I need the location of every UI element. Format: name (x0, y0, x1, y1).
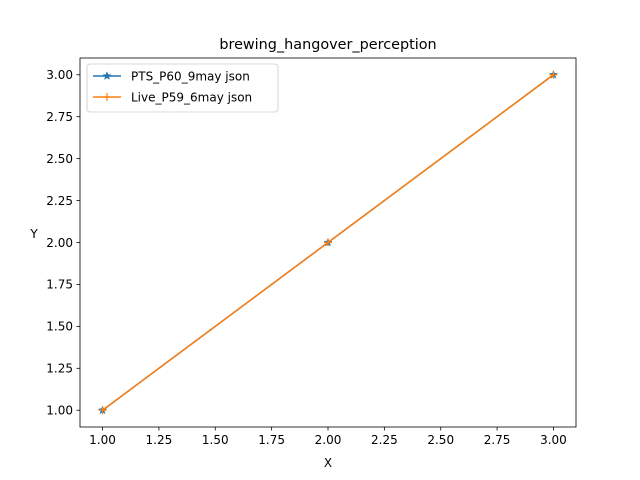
x-tick-label: 1.50 (202, 433, 229, 447)
x-tick-label: 1.75 (258, 433, 285, 447)
y-tick-label: 2.50 (46, 152, 73, 166)
legend: PTS_P60_9may json Live_P59_6may json (86, 63, 279, 113)
chart-title: brewing_hangover_perception (219, 37, 436, 53)
y-axis-title: Y (29, 227, 38, 241)
y-tick-label: 2.25 (46, 194, 73, 208)
legend-label: PTS_P60_9may json (131, 69, 250, 83)
y-tick-label: 2.00 (46, 236, 73, 250)
y-tick-label: 1.00 (46, 404, 73, 418)
y-axis: 1.00 1.25 1.50 1.75 2.00 2.25 2.50 2.75 3.00 (46, 68, 80, 418)
x-tick-label: 2.25 (371, 433, 398, 447)
y-tick-label: 3.00 (46, 68, 73, 82)
y-tick-label: 1.50 (46, 320, 73, 334)
series-1-point (324, 238, 332, 247)
x-tick-label: 1.00 (89, 433, 116, 447)
x-tick-label: 1.25 (146, 433, 173, 447)
legend-entry: Live_P59_6may json (93, 90, 252, 104)
legend-box (86, 63, 279, 113)
series-layer (97, 69, 559, 415)
series-1 (98, 70, 558, 415)
legend-label: Live_P59_6may json (131, 90, 252, 104)
legend-entry: PTS_P60_9may json (93, 69, 250, 83)
x-tick-label: 3.00 (540, 433, 567, 447)
x-tick-label: 2.75 (484, 433, 511, 447)
x-tick-label: 2.50 (427, 433, 454, 447)
x-axis: 1.00 1.25 1.50 1.75 2.00 2.25 2.50 2.75 3.00 (89, 427, 567, 447)
series-1-point (98, 406, 107, 415)
legend-marker (102, 71, 112, 80)
y-tick-label: 1.25 (46, 362, 73, 376)
y-tick-label: 2.75 (46, 110, 73, 124)
y-tick-label: 1.75 (46, 278, 73, 292)
x-axis-title: X (324, 456, 332, 470)
legend-marker (103, 93, 111, 101)
series-1-point (549, 70, 558, 79)
x-tick-label: 2.00 (315, 433, 342, 447)
